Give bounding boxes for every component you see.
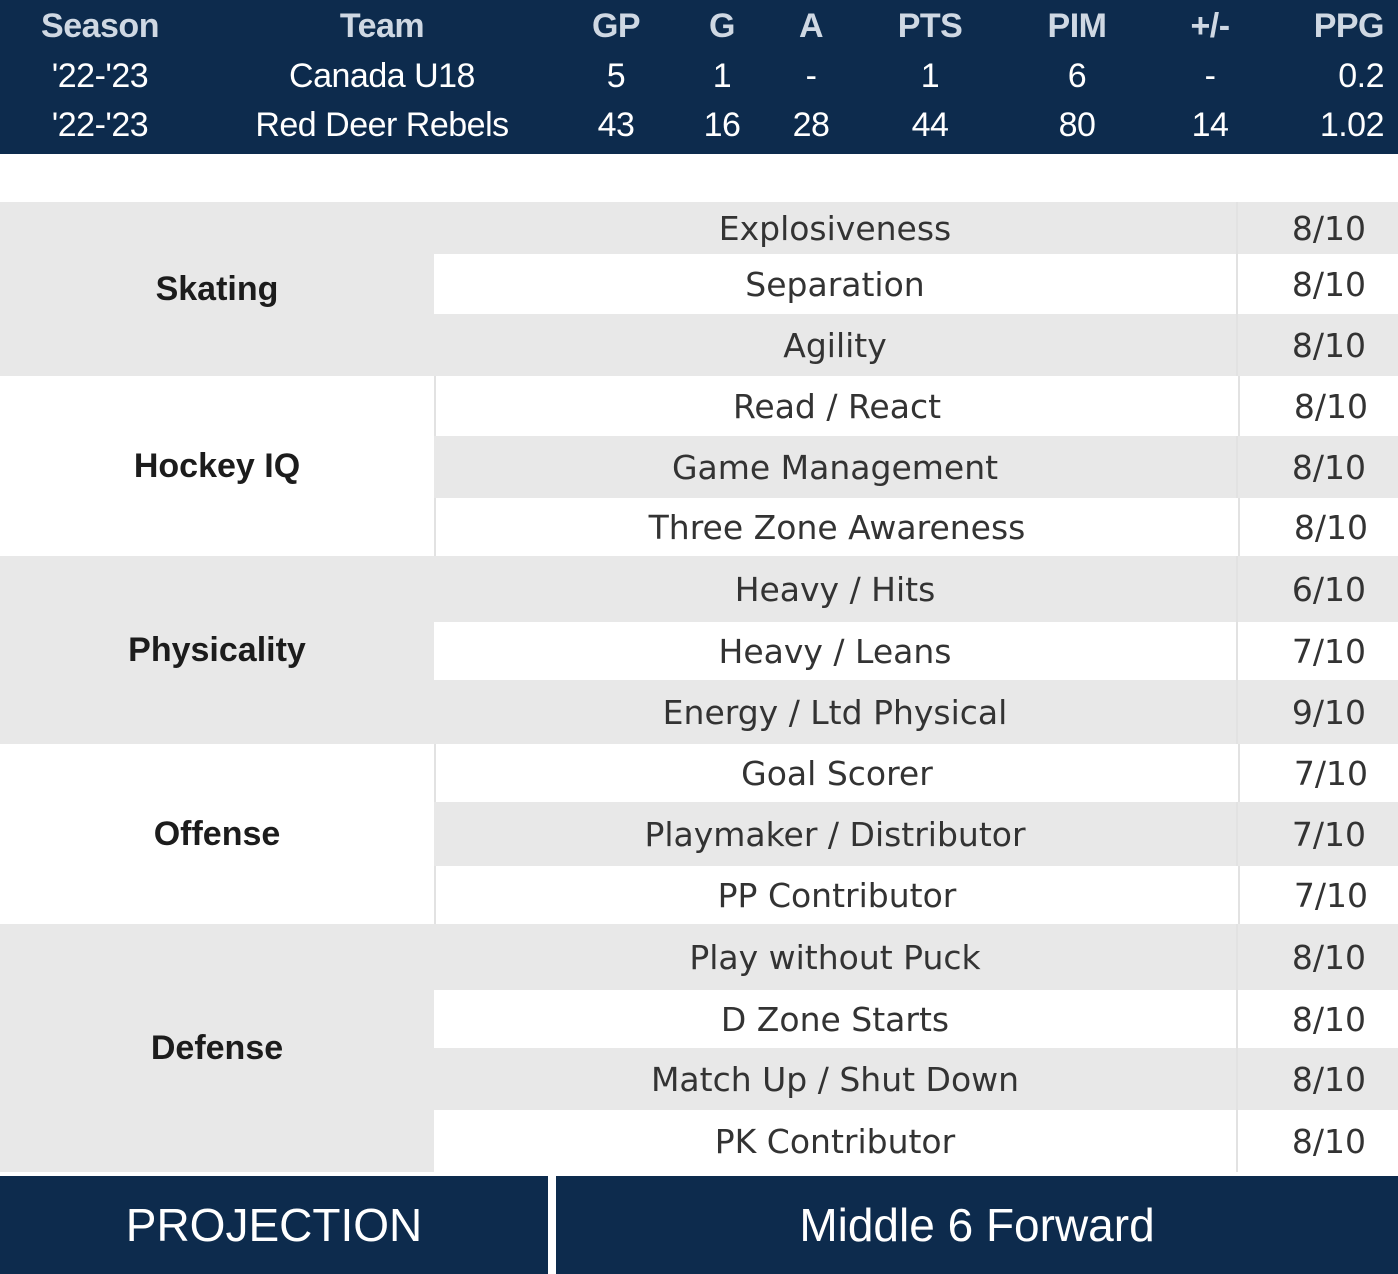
rating-row: Goal Scorer 7/10 <box>434 744 1398 802</box>
category-label: Hockey IQ <box>133 446 301 485</box>
rating-label: Heavy / Leans <box>434 622 1238 680</box>
stat-ppg: 1.02 <box>1319 106 1385 144</box>
rating-group-physicality: Physicality Heavy / Hits 6/10 Heavy / Le… <box>0 556 1398 744</box>
rating-row: Energy / Ltd Physical 9/10 <box>434 680 1398 744</box>
stat-a: 28 <box>792 106 830 144</box>
stat-season: '22-'23 <box>51 57 149 95</box>
rating-row: Agility 8/10 <box>434 314 1398 376</box>
rating-label: Play without Puck <box>434 924 1238 990</box>
header-ppg: PPG <box>1313 7 1385 45</box>
stats-row: '22-'23 Red Deer Rebels 43 16 28 44 80 1… <box>0 101 1398 149</box>
rating-score: 8/10 <box>1291 1121 1366 1161</box>
rating-label: Agility <box>434 314 1238 376</box>
rating-label: Three Zone Awareness <box>436 498 1240 556</box>
rating-group-hockey-iq: Hockey IQ Read / React 8/10 Game Managem… <box>0 376 1398 556</box>
rating-score: 7/10 <box>1291 631 1366 671</box>
ratings-table: Skating Explosiveness 8/10 Separation 8/… <box>0 202 1398 1172</box>
rating-label: Goal Scorer <box>436 744 1240 802</box>
rating-score: 6/10 <box>1291 569 1366 609</box>
rating-score: 8/10 <box>1291 325 1366 365</box>
rating-score: 7/10 <box>1293 753 1368 793</box>
projection-label: PROJECTION <box>0 1176 548 1274</box>
stat-plus-minus: - <box>1204 57 1216 95</box>
stat-plus-minus: 14 <box>1191 106 1229 144</box>
rating-row: D Zone Starts 8/10 <box>434 990 1398 1048</box>
projection-value: Middle 6 Forward <box>556 1176 1398 1274</box>
stat-gp: 43 <box>597 106 635 144</box>
rating-label: Heavy / Hits <box>434 556 1238 622</box>
rating-label: Playmaker / Distributor <box>434 802 1238 866</box>
rating-label: PP Contributor <box>436 866 1240 924</box>
stat-pts: 44 <box>911 106 949 144</box>
rating-row: Game Management 8/10 <box>434 436 1398 498</box>
rating-label: Explosiveness <box>434 202 1238 254</box>
stat-pim: 6 <box>1067 57 1087 95</box>
rating-row: Play without Puck 8/10 <box>434 924 1398 990</box>
category-label: Physicality <box>128 630 306 669</box>
header-gp: GP <box>591 7 641 45</box>
rating-label: D Zone Starts <box>434 990 1238 1048</box>
stat-pim: 80 <box>1058 106 1096 144</box>
rating-label: Read / React <box>436 376 1240 436</box>
rating-row: Match Up / Shut Down 8/10 <box>434 1048 1398 1110</box>
category-label: Offense <box>153 814 281 853</box>
rating-group-defense: Defense Play without Puck 8/10 D Zone St… <box>0 924 1398 1172</box>
stats-header-row: Season Team GP G A PTS PIM +/- PPG <box>0 2 1398 50</box>
rating-label: Game Management <box>434 436 1238 498</box>
rating-score: 7/10 <box>1293 875 1368 915</box>
header-a: A <box>798 7 824 45</box>
rating-group-skating: Skating Explosiveness 8/10 Separation 8/… <box>0 202 1398 376</box>
header-g: G <box>709 7 735 45</box>
stat-team: Canada U18 <box>289 57 475 95</box>
rating-score: 9/10 <box>1291 692 1366 732</box>
rating-label: Energy / Ltd Physical <box>434 680 1238 744</box>
stat-ppg: 0.2 <box>1338 57 1384 95</box>
category-label: Defense <box>150 1028 284 1067</box>
stats-table: Season Team GP G A PTS PIM +/- PPG '22-'… <box>0 0 1398 154</box>
header-pts: PTS <box>897 7 963 45</box>
rating-label: PK Contributor <box>434 1110 1238 1172</box>
category-label: Skating <box>155 269 279 308</box>
stats-row: '22-'23 Canada U18 5 1 - 1 6 - 0.2 <box>0 52 1398 100</box>
rating-score: 8/10 <box>1291 1059 1366 1099</box>
rating-row: Three Zone Awareness 8/10 <box>434 498 1398 556</box>
rating-row: Read / React 8/10 <box>434 376 1398 436</box>
stat-team: Red Deer Rebels <box>255 106 509 144</box>
rating-label: Match Up / Shut Down <box>434 1048 1238 1110</box>
rating-row: PP Contributor 7/10 <box>434 866 1398 924</box>
rating-score: 8/10 <box>1291 937 1366 977</box>
rating-score: 8/10 <box>1291 208 1366 248</box>
stat-g: 16 <box>703 106 741 144</box>
rating-row: PK Contributor 8/10 <box>434 1110 1398 1172</box>
rating-score: 8/10 <box>1293 386 1368 426</box>
header-pim: PIM <box>1047 7 1107 45</box>
stat-gp: 5 <box>606 57 626 95</box>
stat-season: '22-'23 <box>51 106 149 144</box>
header-team: Team <box>339 7 425 45</box>
rating-score: 8/10 <box>1291 447 1366 487</box>
header-season: Season <box>41 7 159 45</box>
rating-score: 8/10 <box>1293 507 1368 547</box>
stat-g: 1 <box>712 57 732 95</box>
header-plus-minus: +/- <box>1190 7 1230 45</box>
rating-score: 8/10 <box>1291 999 1366 1039</box>
rating-row: Explosiveness 8/10 <box>434 202 1398 254</box>
stat-pts: 1 <box>920 57 940 95</box>
rating-row: Playmaker / Distributor 7/10 <box>434 802 1398 866</box>
rating-row: Separation 8/10 <box>434 254 1398 314</box>
rating-score: 8/10 <box>1291 264 1366 304</box>
rating-row: Heavy / Hits 6/10 <box>434 556 1398 622</box>
rating-score: 7/10 <box>1291 814 1366 854</box>
rating-group-offense: Offense Goal Scorer 7/10 Playmaker / Dis… <box>0 744 1398 924</box>
rating-row: Heavy / Leans 7/10 <box>434 622 1398 680</box>
stat-a: - <box>805 57 817 95</box>
rating-label: Separation <box>434 254 1238 314</box>
